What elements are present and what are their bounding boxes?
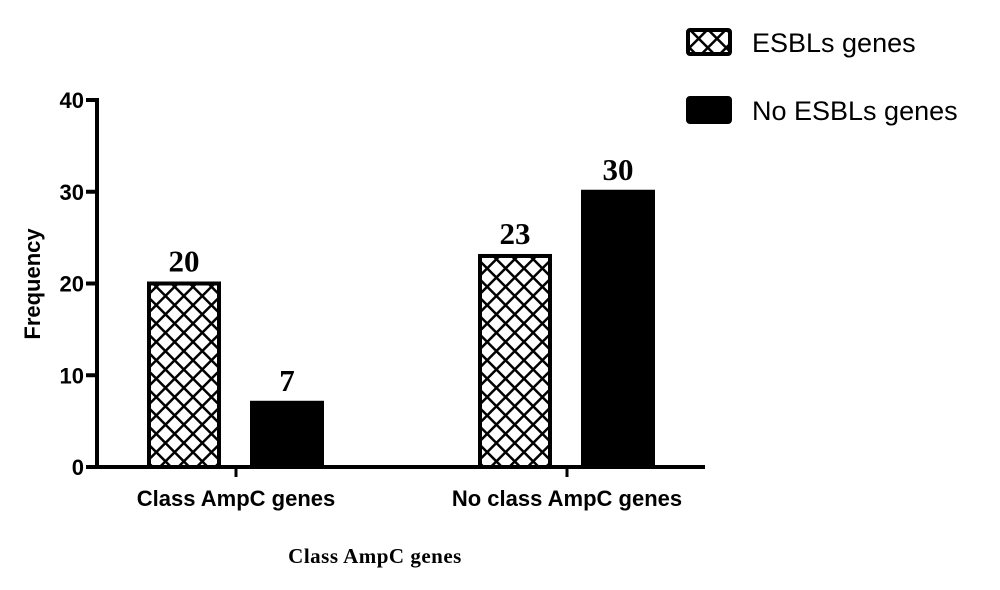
bar-esbls [147,281,221,469]
legend: ESBLs genes No ESBLs genes [686,28,958,126]
x-axis: Class AmpC genes No class AmpC genes [95,465,705,511]
legend-swatch-no-esbls [686,96,732,124]
y-tick-label: 40 [60,88,84,113]
data-label: 30 [603,152,634,187]
y-tick-label: 10 [60,363,84,388]
x-tick-label: Class AmpC genes [137,486,335,511]
y-axis-label: Frequency [20,228,45,340]
legend-swatch-esbls [686,28,732,56]
y-tick-label: 0 [72,455,84,480]
y-tick-label: 20 [60,272,84,297]
y-axis: 0 10 20 30 40 [60,88,99,480]
data-label: 23 [500,216,531,251]
data-label: 20 [169,244,200,279]
data-label: 7 [279,363,295,398]
bar-esbls [478,253,552,469]
bar-no-esbls [581,189,655,469]
bar-no-esbls [250,400,324,469]
x-tick-label: No class AmpC genes [452,486,682,511]
x-axis-label: Class AmpC genes [288,544,462,568]
y-tick-label: 30 [60,180,84,205]
bars: 20 23 7 30 [147,152,655,469]
legend-label: No ESBLs genes [752,96,958,126]
legend-label: ESBLs genes [752,28,916,58]
